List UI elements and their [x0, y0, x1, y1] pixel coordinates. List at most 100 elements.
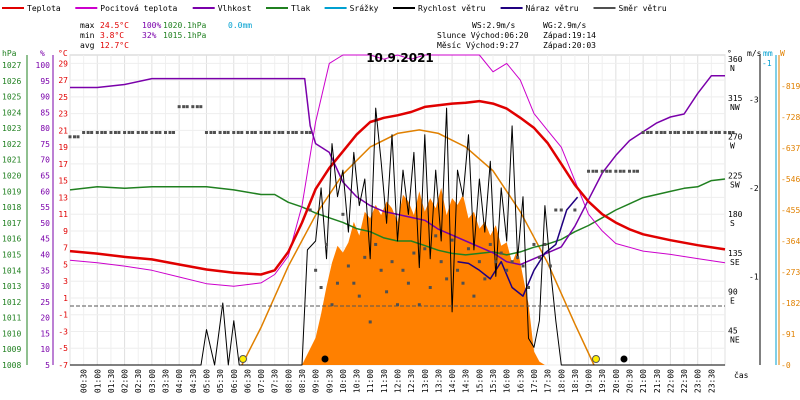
time-tick-label: 15:00 [475, 369, 484, 393]
time-tick-label: 23:00 [694, 369, 703, 393]
wind-direction-point [308, 208, 312, 212]
wind-direction-point [632, 169, 636, 173]
wind-direction-point [199, 105, 203, 109]
c-tick-label: -5 [58, 344, 68, 353]
wind-direction-point [218, 131, 222, 134]
wind-direction-point [428, 286, 432, 289]
stats-block: max 24.5°C 100% 1020.1hPa 0.0mm min 3.8°… [80, 21, 596, 50]
wind-direction-point [461, 281, 465, 285]
wind-direction-point [131, 131, 135, 134]
dir-tick-deg: 180 [728, 210, 743, 219]
wind-direction-point [714, 131, 718, 134]
wind-direction-point [191, 105, 195, 109]
hpa-tick-label: 1018 [2, 203, 21, 212]
wind-direction-point [314, 268, 318, 272]
time-tick-label: 01:30 [107, 369, 116, 393]
stat-moon: Měsíc Východ:9:27 [437, 41, 519, 50]
wind-direction-point [483, 277, 487, 281]
wind-direction-point [86, 131, 90, 134]
wind-direction-point [346, 264, 350, 268]
wind-speed-line [70, 107, 725, 366]
wind-direction-point [363, 255, 367, 259]
wind-direction-point [319, 286, 323, 289]
time-tick-label: 18:00 [557, 369, 566, 393]
stat-max-temp: 24.5°C [100, 21, 129, 30]
wind-direction-point [300, 131, 304, 134]
c-tick-label: 5 [63, 260, 68, 269]
w-tick-label: -455 [781, 206, 800, 215]
w-tick-label: -546 [781, 175, 800, 184]
time-tick-label: 09:30 [325, 369, 334, 393]
time-tick-label: 20:30 [625, 369, 634, 393]
legend: Teplota Pocitová teplota Vlhkost Tlak Srážky… [2, 4, 667, 13]
stat-avg-label: avg [80, 41, 95, 50]
sunrise-marker [239, 355, 247, 363]
wind-direction-point [374, 242, 378, 246]
wind-direction-point [308, 131, 312, 134]
c-tick-label: -3 [58, 327, 68, 336]
wind-direction-point [649, 131, 653, 134]
wind-direction-point [668, 131, 672, 134]
c-tick-label: 25 [58, 93, 68, 102]
moonrise-marker [321, 355, 329, 363]
dir-tick-deg: 225 [728, 171, 743, 180]
feels-like-line [69, 54, 726, 287]
time-tick-label: 15:30 [489, 369, 498, 393]
ms-axis-label: m/s [747, 49, 762, 58]
wind-direction-point [291, 131, 295, 134]
stat-max-hum: 100% [142, 21, 161, 30]
mm-axis-label: mm [763, 49, 773, 58]
time-tick-label: 05:00 [202, 369, 211, 393]
wind-direction-point [209, 131, 213, 134]
time-tick-label: 12:30 [407, 369, 416, 393]
pct-tick-label: 60 [40, 187, 50, 196]
time-tick-label: 05:30 [216, 369, 225, 393]
wind-direction-point [103, 131, 107, 134]
wind-direction-point [445, 277, 449, 281]
hpa-tick-label: 1014 [2, 266, 21, 275]
wind-direction-point [286, 131, 290, 134]
c-tick-label: 29 [58, 59, 68, 68]
hpa-tick-label: 1019 [2, 187, 21, 196]
pct-tick-label: 15 [40, 329, 50, 338]
wind-direction-point [195, 105, 199, 109]
time-tick-label: 03:00 [148, 369, 157, 393]
stat-min-hum: 32% [142, 31, 157, 40]
wind-direction-point [499, 251, 503, 255]
wind-direction-point [223, 131, 227, 134]
dir-tick-dir: N [730, 64, 735, 73]
wind-direction-point [401, 268, 405, 272]
pct-tick-label: 75 [40, 140, 50, 149]
pct-tick-label: 50 [40, 219, 50, 228]
stat-min-label: min [80, 31, 95, 40]
temperature-line [69, 99, 726, 276]
dir-tick-dir: SW [730, 180, 740, 189]
wind-direction-point [622, 169, 626, 173]
wind-direction-point [488, 242, 492, 246]
wind-direction-point [281, 131, 285, 134]
wind-direction-point [232, 131, 236, 134]
time-tick-label: 08:30 [298, 369, 307, 393]
w-tick-label: -364 [781, 237, 800, 246]
dir-tick-dir: NE [730, 335, 740, 344]
time-tick-label: 00:30 [80, 369, 89, 393]
wind-direction-point [676, 131, 680, 134]
wind-direction-point [368, 320, 372, 324]
ms-tick-label: -3 [749, 95, 759, 104]
w-tick-label: -637 [781, 144, 800, 153]
wind-direction-point [164, 131, 168, 134]
w-tick-label: -728 [781, 113, 800, 122]
wind-direction-point [687, 131, 691, 134]
time-tick-label: 12:00 [394, 369, 403, 393]
w-tick-label: -182 [781, 299, 800, 308]
stat-moon-set: Západ:20:03 [543, 41, 596, 50]
gust-line [457, 196, 579, 297]
wind-direction-point [614, 169, 618, 173]
wind-direction-point [335, 281, 339, 285]
wind-direction-point [690, 131, 694, 134]
right-axes: ° m/s mm W čas 360N315NW270W225SW180S135… [727, 49, 800, 380]
wind-direction-point [723, 131, 727, 134]
wind-direction-point [600, 169, 604, 173]
wind-direction-point [635, 169, 639, 173]
time-tick-label: 07:30 [271, 369, 280, 393]
